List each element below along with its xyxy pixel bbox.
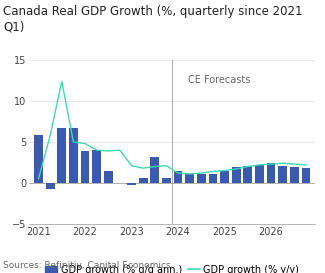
Bar xyxy=(162,178,171,183)
Bar xyxy=(104,171,113,183)
Bar xyxy=(243,166,252,183)
Bar xyxy=(150,157,159,183)
Text: CE Forecasts: CE Forecasts xyxy=(188,75,250,85)
Bar xyxy=(255,165,264,183)
Legend: GDP growth (% q/q ann.), GDP growth (% y/y): GDP growth (% q/q ann.), GDP growth (% y… xyxy=(45,265,299,273)
Bar xyxy=(220,171,229,183)
Bar xyxy=(46,183,55,189)
Bar xyxy=(174,171,182,183)
Bar xyxy=(197,174,206,183)
Text: Canada Real GDP Growth (%, quarterly since 2021 Q1): Canada Real GDP Growth (%, quarterly sin… xyxy=(3,5,303,34)
Bar xyxy=(58,128,66,183)
Bar xyxy=(278,166,287,183)
Bar xyxy=(92,150,101,183)
Bar xyxy=(139,178,148,183)
Bar xyxy=(290,167,299,183)
Bar xyxy=(34,135,43,183)
Bar xyxy=(267,163,275,183)
Bar xyxy=(69,128,78,183)
Text: Sources: Refinitiv, Capital Economics: Sources: Refinitiv, Capital Economics xyxy=(3,261,171,270)
Bar xyxy=(81,151,89,183)
Bar xyxy=(209,174,217,183)
Bar xyxy=(185,174,194,183)
Bar xyxy=(232,167,240,183)
Bar xyxy=(127,183,136,185)
Bar xyxy=(302,168,310,183)
